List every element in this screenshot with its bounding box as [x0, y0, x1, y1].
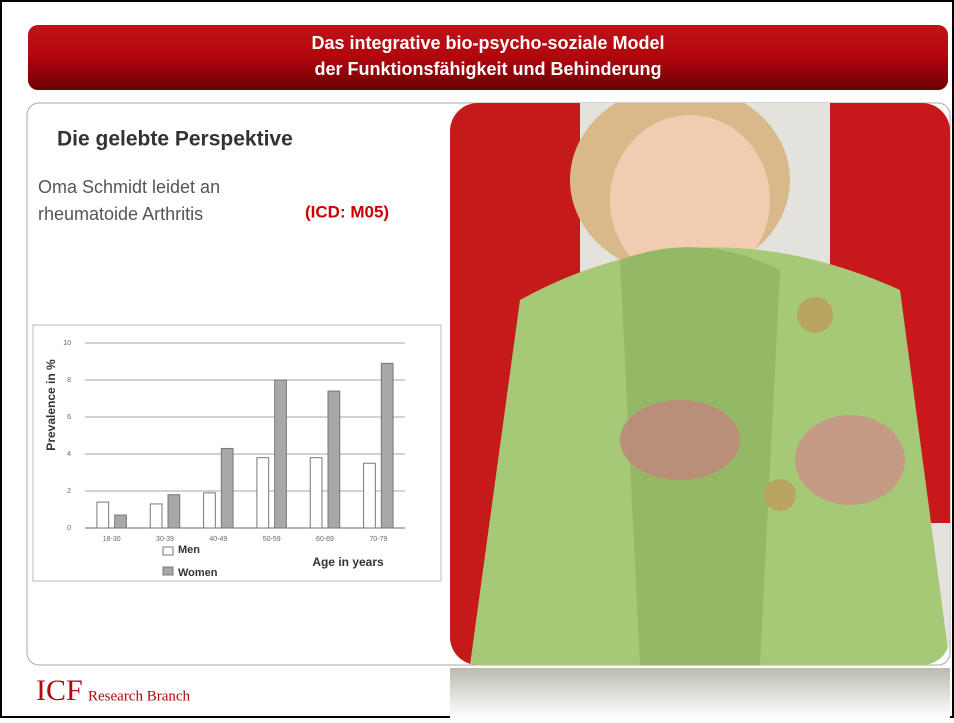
x-tick-label: 30-39 [156, 536, 174, 543]
photo-reflection [450, 668, 950, 718]
bar [275, 380, 287, 528]
bar [115, 515, 127, 528]
bar [150, 504, 162, 528]
y-tick-label: 2 [67, 488, 71, 495]
bar [310, 458, 322, 528]
y-tick-label: 4 [67, 451, 71, 458]
y-tick-label: 0 [67, 525, 71, 532]
logo: ICF [36, 674, 83, 707]
slide: Das integrative bio-psycho-soziale Model… [0, 0, 954, 718]
y-tick-label: 10 [63, 340, 71, 347]
logo-sub: Research Branch [88, 688, 191, 704]
bar [328, 391, 340, 528]
heading: Die gelebte Perspektive [57, 128, 293, 151]
y-tick-label: 6 [67, 414, 71, 421]
bar [381, 363, 393, 528]
legend-label: Men [178, 544, 200, 556]
bar [221, 448, 233, 528]
x-tick-label: 18-30 [103, 536, 121, 543]
header-title: der Funktionsfähigkeit und Behinderung [314, 59, 661, 79]
x-axis-label: Age in years [312, 555, 384, 569]
legend-label: Women [178, 567, 218, 579]
y-tick-label: 8 [67, 377, 71, 384]
legend-swatch [163, 567, 173, 575]
body-text: rheumatoide Arthritis [38, 204, 203, 224]
body-text: Oma Schmidt leidet an [38, 177, 220, 197]
x-tick-label: 70-79 [369, 536, 387, 543]
bar [364, 463, 376, 528]
bar [204, 493, 216, 528]
icd-code: (ICD: M05) [305, 202, 389, 221]
legend-swatch [163, 547, 173, 555]
header-title: Das integrative bio-psycho-soziale Model [311, 33, 664, 53]
x-tick-label: 50-59 [263, 536, 281, 543]
bar [97, 502, 109, 528]
bar [168, 495, 180, 528]
bar [257, 458, 269, 528]
photo [450, 85, 950, 665]
x-tick-label: 40-49 [209, 536, 227, 543]
y-axis-label: Prevalence in % [44, 359, 58, 451]
x-tick-label: 60-69 [316, 536, 334, 543]
